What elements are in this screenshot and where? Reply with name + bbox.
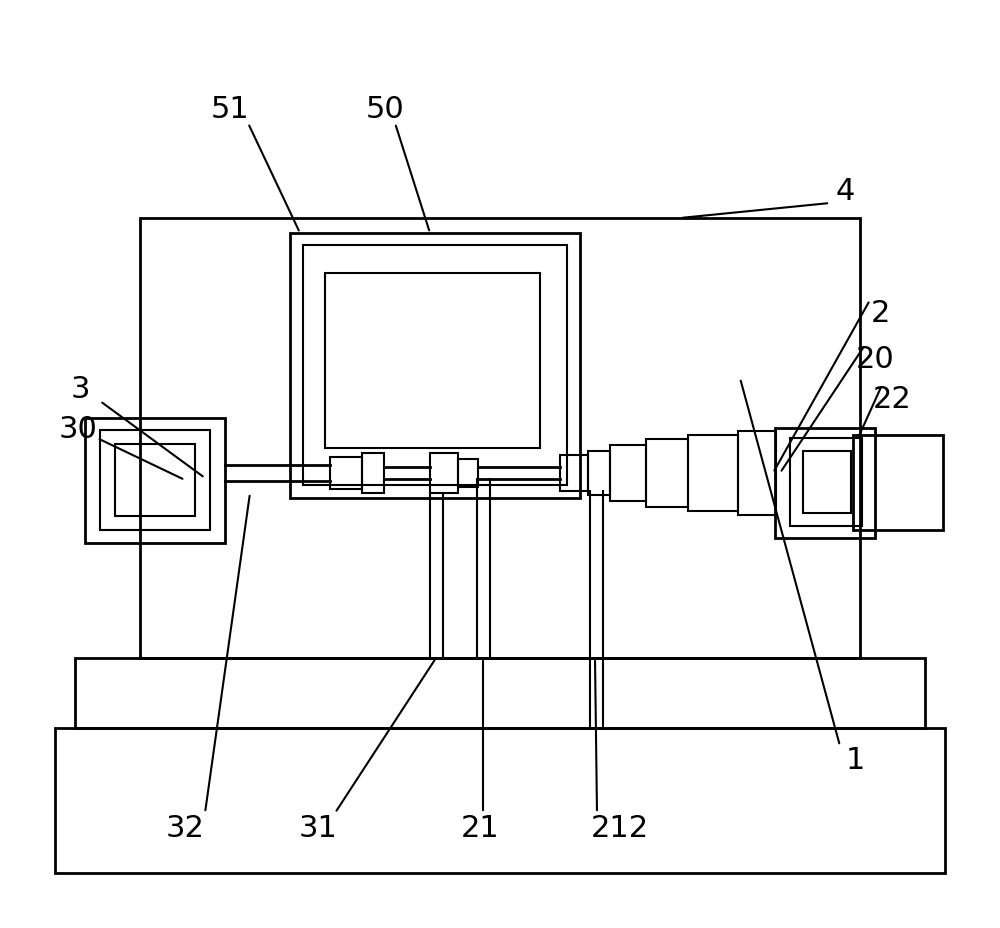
Bar (646, 440, 688, 508)
Text: 50: 50 (366, 95, 404, 123)
Bar (738, 432, 776, 515)
Bar (458, 459, 478, 487)
Bar (560, 456, 588, 492)
Bar (688, 435, 738, 511)
Bar (330, 458, 362, 489)
Bar (853, 435, 943, 531)
Text: 31: 31 (299, 814, 337, 843)
Text: 20: 20 (856, 344, 894, 373)
Text: 212: 212 (591, 814, 649, 843)
Bar (140, 219, 860, 658)
Text: 32: 32 (166, 814, 204, 843)
Bar (775, 429, 875, 538)
Text: 2: 2 (870, 299, 890, 329)
Text: 4: 4 (835, 176, 855, 205)
Bar (100, 431, 210, 531)
Text: 3: 3 (70, 374, 90, 403)
Bar (85, 419, 225, 544)
Bar (803, 452, 851, 513)
Text: 51: 51 (211, 95, 249, 123)
Bar (55, 728, 945, 873)
Text: 30: 30 (59, 414, 97, 443)
Bar (588, 452, 610, 496)
Bar (75, 658, 925, 728)
Bar (610, 445, 646, 501)
Bar (303, 246, 567, 485)
Bar (430, 454, 458, 494)
Bar (790, 439, 862, 526)
Text: 22: 22 (873, 384, 911, 413)
Text: 21: 21 (461, 814, 499, 843)
Bar (362, 454, 384, 494)
Bar (290, 234, 580, 498)
Text: 1: 1 (845, 746, 865, 775)
Bar (115, 445, 195, 517)
Bar (325, 274, 540, 448)
